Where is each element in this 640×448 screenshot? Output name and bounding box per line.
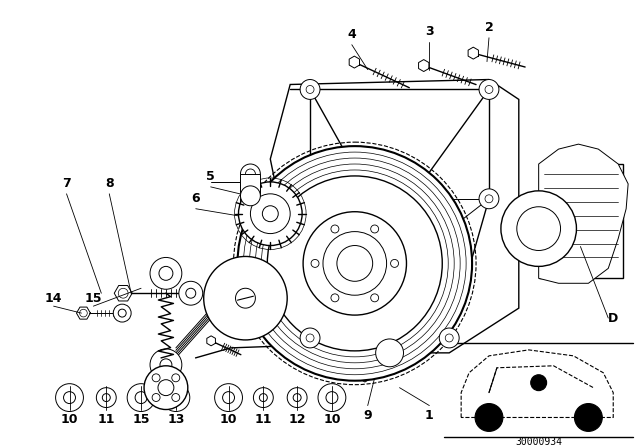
Polygon shape	[241, 174, 260, 196]
Circle shape	[390, 259, 399, 267]
Text: 5: 5	[206, 170, 215, 183]
Circle shape	[172, 393, 180, 401]
Circle shape	[236, 288, 255, 308]
Circle shape	[172, 374, 180, 382]
Text: 11: 11	[255, 413, 272, 426]
Text: 15: 15	[84, 292, 102, 305]
Circle shape	[287, 388, 307, 408]
Circle shape	[97, 388, 116, 408]
Text: 9: 9	[364, 409, 372, 422]
Circle shape	[79, 309, 87, 317]
Circle shape	[331, 225, 339, 233]
Text: 1: 1	[425, 409, 434, 422]
Circle shape	[306, 86, 314, 94]
Circle shape	[376, 339, 403, 367]
Text: 3: 3	[425, 25, 434, 39]
Circle shape	[170, 392, 182, 404]
Text: 10: 10	[220, 413, 237, 426]
Circle shape	[152, 374, 160, 382]
Circle shape	[479, 79, 499, 99]
Circle shape	[439, 328, 459, 348]
Circle shape	[253, 388, 273, 408]
Circle shape	[479, 189, 499, 209]
Circle shape	[159, 267, 173, 280]
Circle shape	[475, 404, 503, 431]
Circle shape	[158, 380, 174, 396]
Circle shape	[306, 334, 314, 342]
Text: 7: 7	[62, 177, 71, 190]
Circle shape	[326, 392, 338, 404]
Circle shape	[214, 383, 243, 412]
Circle shape	[517, 207, 561, 250]
Circle shape	[118, 309, 126, 317]
Circle shape	[501, 191, 577, 267]
Circle shape	[204, 256, 287, 340]
Circle shape	[323, 232, 387, 295]
Text: 6: 6	[191, 192, 200, 205]
Text: 14: 14	[45, 292, 62, 305]
Circle shape	[259, 394, 268, 401]
Circle shape	[144, 366, 188, 409]
Text: 8: 8	[105, 177, 113, 190]
Circle shape	[337, 246, 372, 281]
Circle shape	[241, 164, 260, 184]
Text: 2: 2	[484, 22, 493, 34]
Text: 12: 12	[289, 413, 306, 426]
Circle shape	[371, 225, 379, 233]
Circle shape	[445, 334, 453, 342]
Text: 30000934: 30000934	[515, 437, 562, 448]
Polygon shape	[539, 144, 628, 283]
Circle shape	[300, 79, 320, 99]
Circle shape	[63, 392, 76, 404]
Circle shape	[371, 294, 379, 302]
Circle shape	[485, 86, 493, 94]
Polygon shape	[539, 164, 623, 278]
Circle shape	[113, 304, 131, 322]
Circle shape	[531, 375, 547, 391]
Circle shape	[152, 393, 160, 401]
Circle shape	[118, 289, 128, 298]
Circle shape	[241, 186, 260, 206]
Circle shape	[150, 349, 182, 381]
Circle shape	[237, 146, 472, 381]
Text: 15: 15	[132, 413, 150, 426]
Text: 4: 4	[348, 28, 356, 41]
Circle shape	[262, 206, 278, 222]
Circle shape	[246, 169, 255, 179]
Text: 10: 10	[61, 413, 78, 426]
Circle shape	[311, 259, 319, 267]
Circle shape	[250, 194, 290, 233]
Circle shape	[102, 394, 110, 401]
Circle shape	[300, 328, 320, 348]
Circle shape	[293, 394, 301, 401]
Circle shape	[223, 392, 234, 404]
Circle shape	[239, 182, 302, 246]
Circle shape	[135, 392, 147, 404]
Circle shape	[331, 294, 339, 302]
Circle shape	[150, 258, 182, 289]
Circle shape	[179, 281, 203, 305]
Circle shape	[56, 383, 83, 412]
Circle shape	[162, 383, 190, 412]
Polygon shape	[270, 79, 519, 353]
Circle shape	[318, 383, 346, 412]
Text: 10: 10	[323, 413, 340, 426]
Text: 13: 13	[167, 413, 184, 426]
Circle shape	[160, 359, 172, 371]
Circle shape	[186, 288, 196, 298]
Text: D: D	[608, 311, 618, 325]
Circle shape	[303, 212, 406, 315]
Circle shape	[575, 404, 602, 431]
Circle shape	[127, 383, 155, 412]
Text: 11: 11	[97, 413, 115, 426]
Circle shape	[485, 195, 493, 203]
Circle shape	[268, 176, 442, 351]
